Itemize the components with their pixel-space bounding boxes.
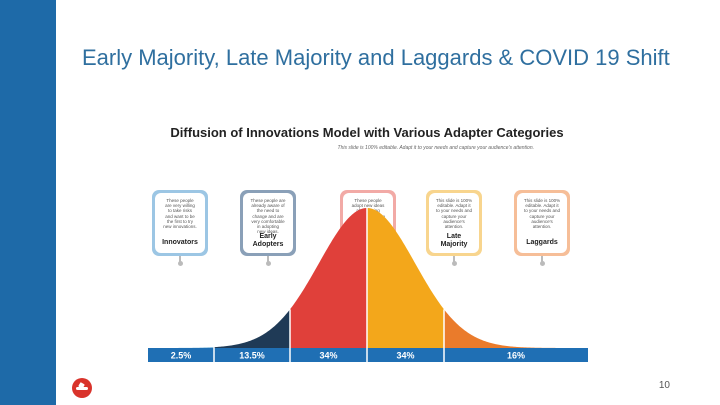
category-label-innovators: Innovators — [145, 239, 215, 247]
card-description-line: very comfortable — [251, 218, 285, 224]
card-description-line: change and are — [252, 213, 284, 219]
card-connector — [179, 256, 181, 262]
category-label-line: Laggards — [526, 239, 558, 246]
card-description-line: These people — [166, 198, 194, 203]
card-body: These people are already aware of the need… — [243, 193, 293, 253]
percentage-bar — [148, 348, 588, 362]
category-label-laggards: Laggards — [507, 239, 577, 247]
chart-subtitle: This slide is 100% editable. Adapt it to… — [337, 145, 534, 151]
left-accent-bar — [0, 0, 56, 405]
card-description-line: new ideas. — [257, 229, 279, 235]
card-description: This slide is 100% editable. Adapt it to y… — [433, 198, 475, 229]
card-connector — [453, 256, 455, 262]
card-description-line: editable. Adapt it — [437, 203, 471, 209]
card-description-line: audience's — [443, 218, 465, 224]
category-label-late-majority: Late Majority — [419, 233, 489, 249]
percentage-label-early-adopters: 13.5% — [239, 351, 265, 361]
card-description-line: attention. — [444, 224, 464, 230]
card-connector-dot — [451, 261, 457, 266]
curve-segment-innovators — [148, 347, 214, 348]
category-label-line: Adopters — [252, 241, 284, 248]
card-description-line: and want to be — [165, 213, 195, 219]
category-label-line: Late — [446, 233, 462, 240]
card-description-line: the first to try — [166, 218, 193, 224]
card-description-line: to your needs and — [435, 208, 473, 214]
category-label-line: Early — [259, 233, 277, 240]
card-early-adopters: These people are already aware of the need… — [240, 190, 296, 256]
card-description-line: These people are — [250, 198, 286, 203]
card-connector-dot — [177, 261, 183, 266]
card-description: This slide is 100% editable. Adapt it to y… — [521, 198, 563, 229]
card-description-line: audience's — [531, 218, 553, 224]
card-description-line: These people — [354, 198, 382, 203]
card-late-majority: This slide is 100% editable. Adapt it to y… — [426, 190, 482, 256]
curve-segment-late-majority — [367, 208, 444, 348]
card-description-line: This slide is 100% — [435, 198, 473, 203]
category-label-early-adopters: Early Adopters — [233, 233, 303, 249]
card-description-line: in adopting — [256, 224, 280, 230]
card-connector-dot — [265, 261, 271, 266]
card-description: These people are very willing to take risk… — [159, 198, 201, 229]
card-description-line: attention. — [532, 224, 552, 230]
card-description-line: capture your — [441, 213, 467, 219]
curve-segment-early-adopters — [214, 309, 290, 348]
percentage-label-innovators: 2.5% — [171, 351, 192, 361]
card-body: This slide is 100% editable. Adapt it to y… — [517, 193, 567, 253]
percentage-label-late-majority: 34% — [396, 351, 414, 361]
chart-title: Diffusion of Innovations Model with Vari… — [170, 125, 564, 140]
diffusion-figure: Diffusion of Innovations Model with Vari… — [144, 120, 590, 366]
card-description-line: to your needs and — [523, 208, 561, 214]
card-description-line: already aware of — [251, 203, 285, 209]
percentage-label-laggards: 16% — [507, 351, 525, 361]
card-description-line: editable. Adapt it — [525, 203, 559, 209]
card-connector — [541, 256, 543, 262]
card-innovators: These people are very willing to take risk… — [152, 190, 208, 256]
category-label-line: Majority — [440, 241, 468, 248]
category-label-line: Innovators — [162, 239, 198, 246]
card-laggards: This slide is 100% editable. Adapt it to y… — [514, 190, 570, 256]
card-description-line: are very willing — [165, 203, 195, 209]
card-connector-dot — [539, 261, 545, 266]
curve-segment-laggards — [444, 309, 588, 348]
percentage-label-early-majority: 34% — [319, 351, 337, 361]
card-description-line: new innovations. — [163, 224, 197, 230]
company-logo — [72, 378, 92, 398]
card-body: This slide is 100% editable. Adapt it to y… — [429, 193, 479, 253]
page-number: 10 — [658, 380, 670, 391]
card-description: These people are already aware of the need… — [247, 198, 289, 234]
card-description-line: capture your — [529, 213, 555, 219]
card-connector — [267, 256, 269, 262]
card-description-line: This slide is 100% — [523, 198, 561, 203]
diffusion-curve-chart: 2.5% 13.5% 34% 34% 16% — [148, 208, 588, 362]
card-description-line: the need to — [256, 208, 280, 214]
card-description-line: adopt new ideas — [351, 203, 385, 209]
card-description-line: to take risks — [167, 208, 192, 214]
card-body: These people are very willing to take risk… — [155, 193, 205, 253]
slide-title: Early Majority, Late Majority and Laggar… — [82, 45, 670, 70]
curve-segment-early-majority — [290, 208, 367, 348]
